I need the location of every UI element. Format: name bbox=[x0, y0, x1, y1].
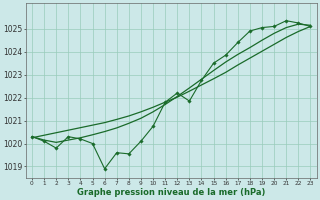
X-axis label: Graphe pression niveau de la mer (hPa): Graphe pression niveau de la mer (hPa) bbox=[77, 188, 265, 197]
